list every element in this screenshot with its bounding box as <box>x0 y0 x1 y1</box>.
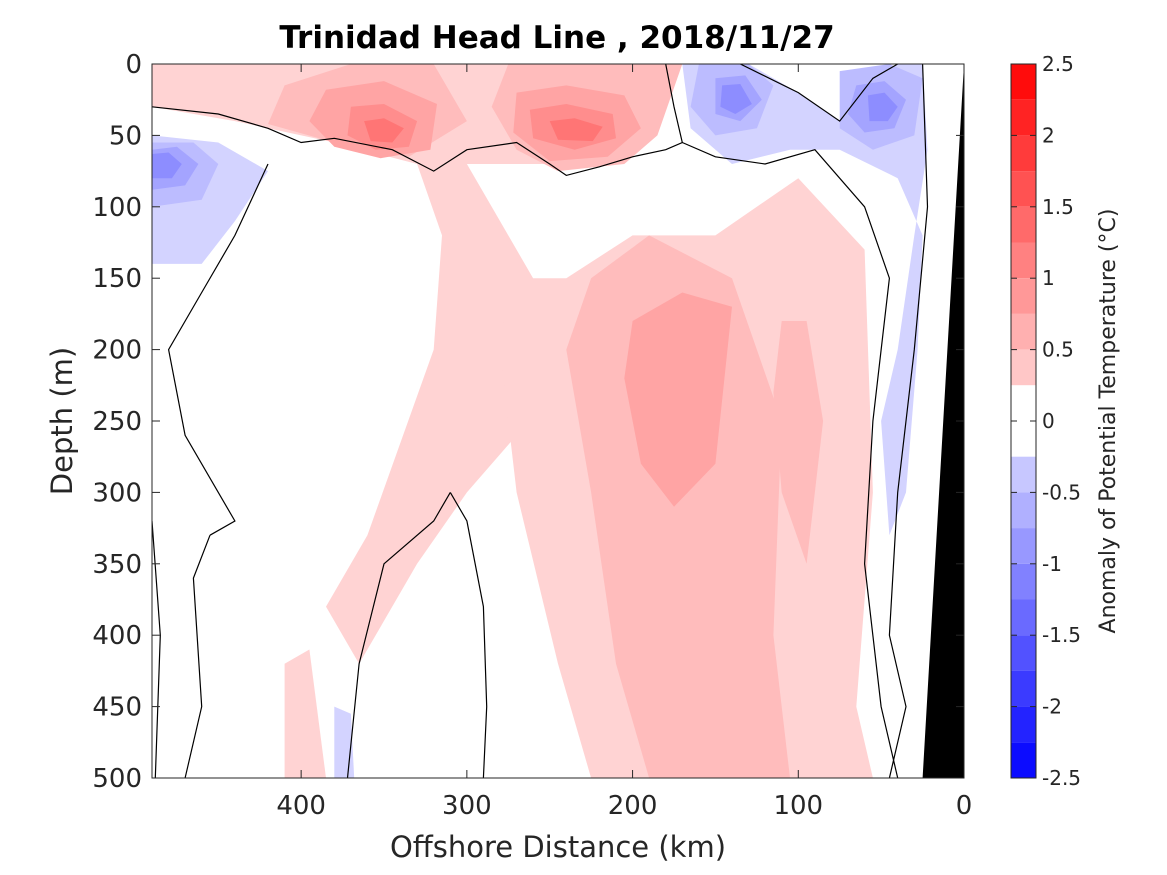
y-tick-label: 100 <box>92 193 142 223</box>
colorbar-swatch <box>1011 242 1036 279</box>
colorbar-tick-label: -0.5 <box>1042 480 1081 504</box>
y-tick-label: 150 <box>92 264 142 294</box>
anomaly-regions <box>152 64 928 778</box>
colorbar-swatch <box>1011 528 1036 564</box>
colorbar-swatch <box>1011 456 1036 493</box>
colorbar-swatch <box>1011 385 1036 421</box>
colorbar-label: Anomaly of Potential Temperature (°C) <box>1096 209 1121 634</box>
y-tick-label: 400 <box>92 621 142 651</box>
x-tick-label: 300 <box>442 791 492 821</box>
colorbar-tick-label: -1.5 <box>1042 623 1081 647</box>
y-axis-label: Depth (m) <box>45 347 79 495</box>
y-tick-label: 500 <box>92 764 142 794</box>
colorbar-swatch <box>1011 278 1036 314</box>
x-tick-label: 100 <box>773 791 823 821</box>
x-tick-label: 400 <box>276 791 326 821</box>
anomaly-region <box>566 235 790 778</box>
colorbar-swatch <box>1011 313 1036 350</box>
colorbar-tick-label: 0.5 <box>1042 338 1074 362</box>
colorbar-tick-label: 1.5 <box>1042 195 1074 219</box>
seafloor-shape <box>922 64 964 778</box>
colorbar-tick-label: 1 <box>1042 266 1055 290</box>
colorbar-swatch <box>1011 64 1036 100</box>
zero-contour-line <box>888 64 929 778</box>
colorbar-swatch <box>1011 635 1036 671</box>
x-tick-label: 0 <box>956 791 973 821</box>
y-axis-ticks: 0 50 100 150 200 250 300 350 400 450 500 <box>92 50 964 794</box>
anomaly-region <box>773 321 824 564</box>
colorbar-swatch <box>1011 171 1036 207</box>
anomaly-region <box>364 118 404 143</box>
colorbar-swatch <box>1011 206 1036 243</box>
colorbar-swatch <box>1011 563 1036 600</box>
zero-contour-line <box>167 163 269 536</box>
anomaly-region <box>867 92 898 122</box>
bathymetry-layer <box>922 64 964 778</box>
colorbar-swatch <box>1011 706 1036 743</box>
colorbar-tick-label: 0 <box>1042 409 1055 433</box>
zero-contour-line <box>346 492 451 778</box>
zero-contour-line <box>682 141 899 778</box>
colorbar-tick-label: -2.5 <box>1042 766 1081 790</box>
colorbar-swatch <box>1011 492 1036 529</box>
colorbar-swatch <box>1011 135 1036 172</box>
y-tick-label: 50 <box>109 121 142 151</box>
colorbar-swatch <box>1011 349 1036 386</box>
y-tick-label: 300 <box>92 478 142 508</box>
x-tick-label: 200 <box>608 791 658 821</box>
colorbar-tick-label: 2 <box>1042 123 1055 147</box>
colorbar-swatch <box>1011 99 1036 136</box>
zero-contour-line <box>740 64 898 122</box>
colorbar-tick-label: -2 <box>1042 695 1062 719</box>
y-tick-label: 350 <box>92 550 142 580</box>
colorbar: 2.5 2 1.5 1 0.5 0 -0.5 -1 -1.5 -2 -2.5 <box>1010 52 1081 790</box>
chart-title: Trinidad Head Line , 2018/11/27 <box>279 20 834 56</box>
anomaly-region <box>326 164 534 664</box>
anomaly-region <box>284 649 326 778</box>
zero-contour-line <box>184 534 211 778</box>
zero-contour-line <box>449 492 488 778</box>
y-tick-label: 0 <box>125 50 142 80</box>
zero-contour-line <box>152 64 683 177</box>
x-axis-ticks: 400 300 200 100 0 <box>276 64 972 821</box>
y-tick-label: 450 <box>92 693 142 723</box>
zero-contour-line <box>152 520 161 778</box>
y-tick-label: 250 <box>92 407 142 437</box>
colorbar-swatch <box>1011 599 1036 636</box>
colorbar-swatch <box>1011 421 1036 457</box>
colorbar-swatch <box>1011 670 1036 707</box>
y-tick-label: 200 <box>92 336 142 366</box>
colorbar-swatch <box>1011 742 1036 778</box>
anomaly-region <box>549 118 603 142</box>
anomaly-region <box>624 292 732 507</box>
anomaly-region <box>720 84 752 114</box>
anomaly-region <box>152 152 182 179</box>
colorbar-tick-label: -1 <box>1042 552 1062 576</box>
x-axis-label: Offshore Distance (km) <box>390 830 726 864</box>
zero-contour-lines <box>152 64 929 778</box>
colorbar-tick-label: 2.5 <box>1042 52 1074 76</box>
plot-area <box>151 63 965 779</box>
